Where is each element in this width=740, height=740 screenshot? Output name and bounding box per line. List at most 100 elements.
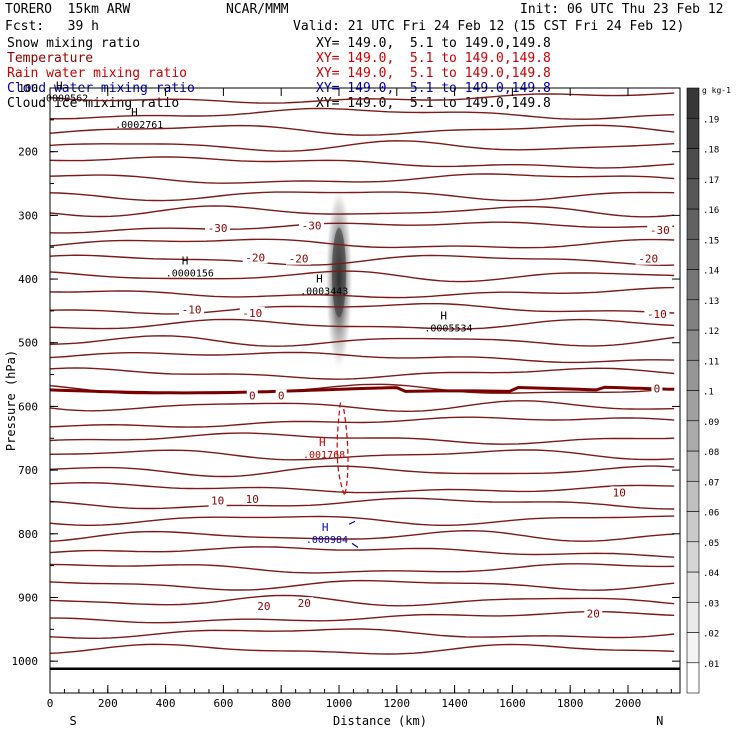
temperature-contour	[49, 286, 675, 299]
maximum-marker: H	[322, 521, 329, 534]
temperature-contour	[49, 515, 675, 526]
temperature-label-bg	[644, 308, 670, 321]
x-tick-label: 1200	[384, 697, 411, 710]
colorbar-segment	[686, 571, 700, 603]
temperature-contour	[49, 221, 675, 234]
temperature-label: 20	[587, 607, 600, 620]
x-tick-label: 2000	[615, 697, 642, 710]
temperature-label: 10	[613, 486, 626, 499]
colorbar: .01 .02 .03 .04 .05 .06 .07 .08 .09 .1 .11 .12 .13 .1…	[686, 86, 731, 694]
colorbar-tick-label: .01	[703, 660, 719, 670]
colorbar-tick-label: .14	[703, 267, 719, 277]
colorbar-segment	[686, 238, 700, 270]
temperature-contour	[49, 270, 675, 283]
temperature-label-bg	[651, 382, 663, 395]
y-tick-label: 400	[18, 273, 38, 286]
y-tick-label: 300	[18, 209, 38, 222]
temperature-label: -20	[638, 253, 658, 266]
colorbar-tick-label: .19	[703, 115, 719, 125]
freezing-level-contour	[49, 385, 675, 395]
rain-water-contour	[336, 402, 359, 548]
temperature-label-bg	[254, 599, 273, 612]
colorbar-segment	[686, 117, 700, 149]
colorbar-segment	[686, 450, 700, 482]
x-tick-label: 1400	[441, 697, 468, 710]
temperature-label: -10	[647, 308, 667, 321]
field-name-snow: Snow mixing ratio	[7, 36, 141, 51]
contour-labels: -30 -30 -30 -20 -20 -20 -10 -10 -10 0 0 0 10 10 10 20 20…	[40, 79, 673, 620]
temperature-label: -30	[208, 222, 228, 235]
colorbar-tick-label: .06	[703, 509, 719, 519]
maximum-value: .008984	[306, 535, 348, 546]
temperature-contour	[49, 481, 675, 494]
colorbar-segment	[686, 148, 700, 180]
colorbar-tick-label: .09	[703, 418, 719, 428]
temperature-label: 0	[249, 390, 256, 403]
temperature-contour	[49, 579, 675, 591]
snow-core	[331, 227, 346, 318]
temperature-label-bg	[635, 252, 661, 265]
colorbar-segment	[686, 299, 700, 331]
cloud-water-contour-line	[348, 520, 359, 548]
temperature-contour	[49, 238, 675, 249]
temperature-label-bg	[242, 251, 268, 264]
colorbar-segment	[686, 511, 700, 543]
temperature-contour	[49, 465, 675, 478]
colorbar-tick-label: .11	[703, 357, 719, 367]
colorbar-tick-label: .13	[703, 297, 719, 307]
temperature-label-bg	[243, 492, 262, 505]
temperature-contour	[50, 610, 675, 624]
temperature-contours	[49, 92, 675, 655]
maximum-marker: H	[319, 436, 326, 449]
plot-frame	[49, 87, 681, 694]
temperature-contour	[49, 529, 675, 542]
colorbar-tick-label: .04	[703, 569, 719, 579]
temperature-contour	[49, 563, 675, 574]
x-axis-label: Distance (km)	[333, 714, 427, 728]
temperature-label-bg	[208, 494, 227, 507]
temperature-label-bg	[179, 303, 205, 316]
y-axis-label: Pressure (hPa)	[4, 350, 18, 451]
model-title: TORERO 15km ARW	[5, 2, 131, 17]
maximum-marker: H	[182, 255, 189, 268]
maximum-marker: H	[440, 309, 447, 322]
colorbar-segment	[686, 269, 700, 301]
temperature-contour	[49, 124, 675, 136]
colorbar-tick-label: .05	[703, 539, 719, 549]
colorbar-segment	[686, 208, 700, 240]
temperature-label-bg	[239, 306, 265, 319]
mixing-ratio-shading	[324, 184, 353, 375]
y-tick-label: 600	[18, 400, 38, 413]
temperature-label: -30	[302, 220, 322, 233]
x-tick-label: 1800	[557, 697, 584, 710]
temperature-contour	[49, 449, 675, 461]
temperature-contour	[49, 140, 675, 152]
colorbar-tick-label: .18	[703, 146, 719, 156]
colorbar-segment	[686, 632, 700, 664]
temperature-contour	[49, 107, 675, 120]
maximum-value: .0000156	[166, 269, 214, 280]
temperature-contour	[49, 205, 675, 218]
temperature-contour	[49, 628, 675, 640]
temperature-label: 10	[211, 495, 224, 508]
maximum-marker: H	[56, 79, 63, 92]
y-tick-label: 900	[18, 591, 38, 604]
maximum-value: .0005534	[424, 323, 472, 334]
x-tick-label: 400	[156, 697, 176, 710]
temperature-label: -30	[650, 224, 670, 237]
temperature-contour	[49, 254, 675, 267]
field-name-cloud-ice: Cloud ice mixing ratio	[7, 96, 180, 111]
x-tick-label: 1600	[499, 697, 526, 710]
colorbar-tick-label: .08	[703, 448, 719, 458]
field-name-rain: Rain water mixing ratio	[7, 66, 188, 81]
colorbar-segment	[686, 420, 700, 452]
maximum-marker: H	[316, 272, 323, 285]
colorbar-segment	[686, 601, 700, 633]
colorbar-segment	[686, 662, 700, 694]
colorbar-tick-label: .12	[703, 327, 719, 337]
maximum-marker: H	[131, 106, 138, 119]
y-tick-label: 700	[18, 464, 38, 477]
endpoint-left-label: S	[70, 714, 77, 728]
temperature-contour	[49, 156, 675, 169]
y-tick-label: 500	[18, 337, 38, 350]
